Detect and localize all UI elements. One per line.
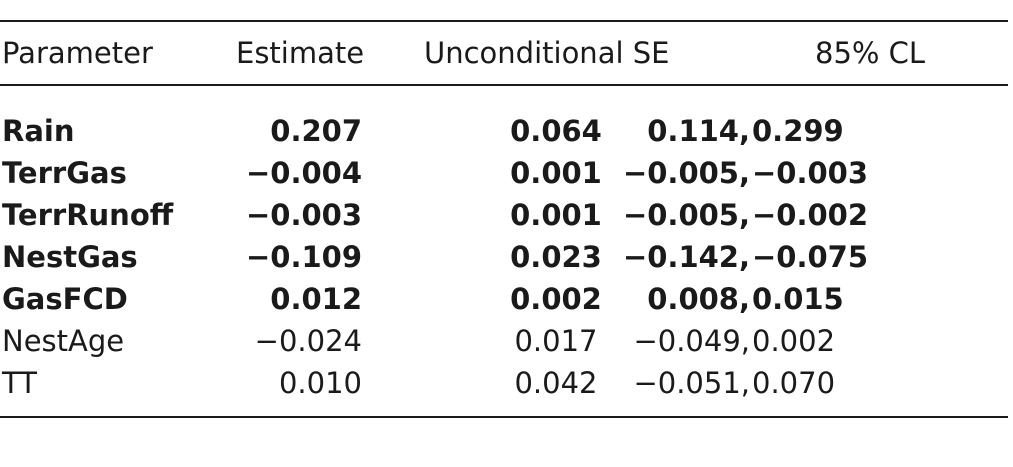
results-table: Parameter Estimate Unconditional SE 85% … — [0, 20, 1008, 418]
table-row: TT 0.010 0.042 −0.051, 0.070 — [0, 366, 1008, 408]
table-row: TerrRunoff −0.003 0.001 −0.005, −0.002 — [0, 198, 1008, 240]
table-row: GasFCD 0.012 0.002 0.008, 0.015 — [0, 282, 1008, 324]
header-row: Parameter Estimate Unconditional SE 85% … — [0, 22, 1008, 84]
cell-parameter: Rain — [2, 114, 75, 148]
header-unconditional-se: Unconditional SE — [424, 36, 670, 70]
cell-estimate: −0.109 — [245, 240, 362, 274]
cell-cl-low: 0.008, — [647, 282, 750, 316]
cell-cl-low: −0.005, — [622, 156, 750, 190]
cell-parameter: TerrGas — [2, 156, 127, 190]
cell-parameter: NestGas — [2, 240, 138, 274]
cell-estimate: −0.003 — [245, 198, 362, 232]
cell-estimate: −0.004 — [245, 156, 362, 190]
cell-parameter: TT — [2, 366, 37, 400]
cell-cl-high: 0.299 — [752, 114, 844, 148]
cell-cl-low: −0.049, — [633, 324, 750, 358]
cell-cl-high: −0.002 — [752, 198, 869, 232]
header-parameter: Parameter — [2, 36, 153, 70]
header-rule — [0, 84, 1008, 86]
cell-cl-high: −0.003 — [752, 156, 869, 190]
top-rule — [0, 20, 1008, 22]
cell-cl-low: −0.142, — [622, 240, 750, 274]
cell-estimate: 0.012 — [270, 282, 362, 316]
cell-cl-high: −0.075 — [752, 240, 869, 274]
table-row: NestAge −0.024 0.017 −0.049, 0.002 — [0, 324, 1008, 366]
header-estimate: Estimate — [236, 36, 365, 70]
cell-parameter: TerrRunoff — [2, 198, 174, 232]
table-row: NestGas −0.109 0.023 −0.142, −0.075 — [0, 240, 1008, 282]
table-body: Rain 0.207 0.064 0.114, 0.299 TerrGas −0… — [0, 86, 1008, 416]
table-row: Rain 0.207 0.064 0.114, 0.299 — [0, 114, 1008, 156]
cell-cl-low: −0.051, — [633, 366, 750, 400]
cell-se: 0.002 — [510, 282, 602, 316]
cell-cl-high: 0.002 — [752, 324, 836, 358]
cell-cl-high: 0.015 — [752, 282, 844, 316]
cell-se: 0.042 — [514, 366, 598, 400]
cell-se: 0.064 — [510, 114, 602, 148]
cell-estimate: 0.207 — [270, 114, 362, 148]
cell-se: 0.017 — [514, 324, 598, 358]
cell-estimate: −0.024 — [254, 324, 362, 358]
cell-cl-high: 0.070 — [752, 366, 836, 400]
cell-parameter: GasFCD — [2, 282, 128, 316]
header-confidence-limits: 85% CL — [815, 36, 926, 70]
cell-se: 0.001 — [510, 198, 602, 232]
bottom-rule — [0, 416, 1008, 418]
table-row: TerrGas −0.004 0.001 −0.005, −0.003 — [0, 156, 1008, 198]
cell-cl-low: −0.005, — [622, 198, 750, 232]
cell-parameter: NestAge — [2, 324, 125, 358]
cell-se: 0.023 — [510, 240, 602, 274]
cell-estimate: 0.010 — [278, 366, 362, 400]
cell-cl-low: 0.114, — [647, 114, 750, 148]
cell-se: 0.001 — [510, 156, 602, 190]
